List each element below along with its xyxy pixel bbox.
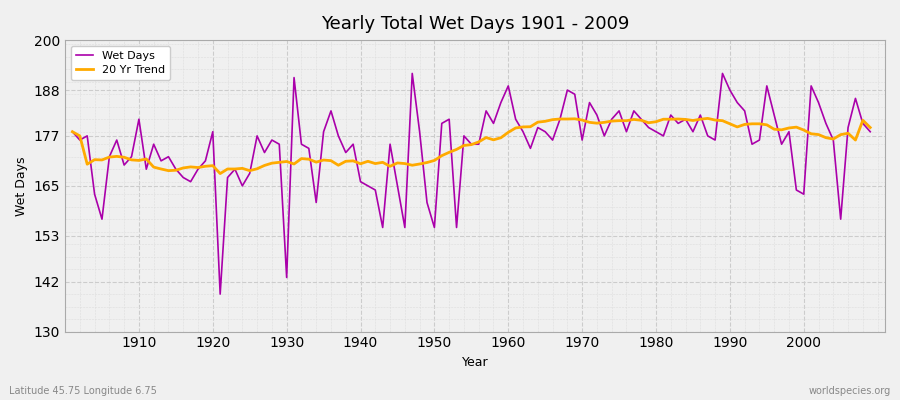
Line: 20 Yr Trend: 20 Yr Trend — [72, 118, 870, 174]
Legend: Wet Days, 20 Yr Trend: Wet Days, 20 Yr Trend — [70, 46, 170, 80]
Text: Latitude 45.75 Longitude 6.75: Latitude 45.75 Longitude 6.75 — [9, 386, 157, 396]
Text: worldspecies.org: worldspecies.org — [809, 386, 891, 396]
20 Yr Trend — [598, 120, 609, 125]
Title: Yearly Total Wet Days 1901 - 2009: Yearly Total Wet Days 1901 - 2009 — [320, 15, 629, 33]
20 Yr Trend — [340, 159, 351, 164]
Wet Days — [607, 117, 617, 122]
Wet Days — [340, 150, 351, 155]
20 Yr Trend — [126, 158, 137, 162]
Wet Days — [126, 154, 137, 159]
20 Yr Trend — [503, 130, 514, 135]
20 Yr Trend — [296, 156, 307, 161]
Wet Days — [67, 129, 77, 134]
20 Yr Trend — [67, 129, 77, 134]
Wet Days — [215, 292, 226, 296]
Wet Days — [865, 129, 876, 134]
Y-axis label: Wet Days: Wet Days — [15, 156, 28, 216]
20 Yr Trend — [510, 126, 521, 130]
Wet Days — [407, 71, 418, 76]
20 Yr Trend — [215, 171, 226, 176]
Wet Days — [296, 142, 307, 147]
X-axis label: Year: Year — [462, 356, 489, 369]
20 Yr Trend — [865, 125, 876, 130]
20 Yr Trend — [702, 116, 713, 121]
Wet Days — [510, 117, 521, 122]
Line: Wet Days: Wet Days — [72, 74, 870, 294]
Wet Days — [518, 129, 528, 134]
